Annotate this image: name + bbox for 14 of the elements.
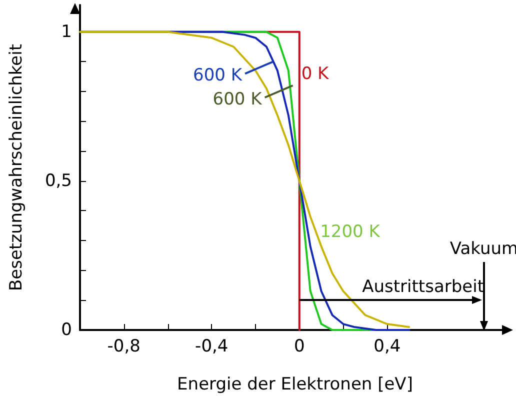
x-tick-label: -0,4 [195, 336, 228, 356]
y-tick-label: 0,5 [44, 170, 72, 191]
annotation: 600 K [193, 66, 243, 86]
annotation: Austrittsarbeit [362, 277, 484, 297]
y-tick-label: 1 [61, 22, 72, 42]
x-tick-label: 0,4 [374, 336, 401, 356]
annotation: 0 K [301, 64, 330, 84]
annotation: 600 K [212, 90, 263, 110]
annotation: 1200 K [320, 222, 381, 242]
x-axis-title: Energie der Elektronen [eV] [177, 374, 413, 394]
x-tick-label: -0,8 [107, 336, 140, 356]
y-axis-title: Besetzungwahrscheinlichkeit [6, 44, 26, 292]
y-tick-label: 0 [61, 320, 72, 340]
x-tick-label: 0 [294, 336, 305, 356]
